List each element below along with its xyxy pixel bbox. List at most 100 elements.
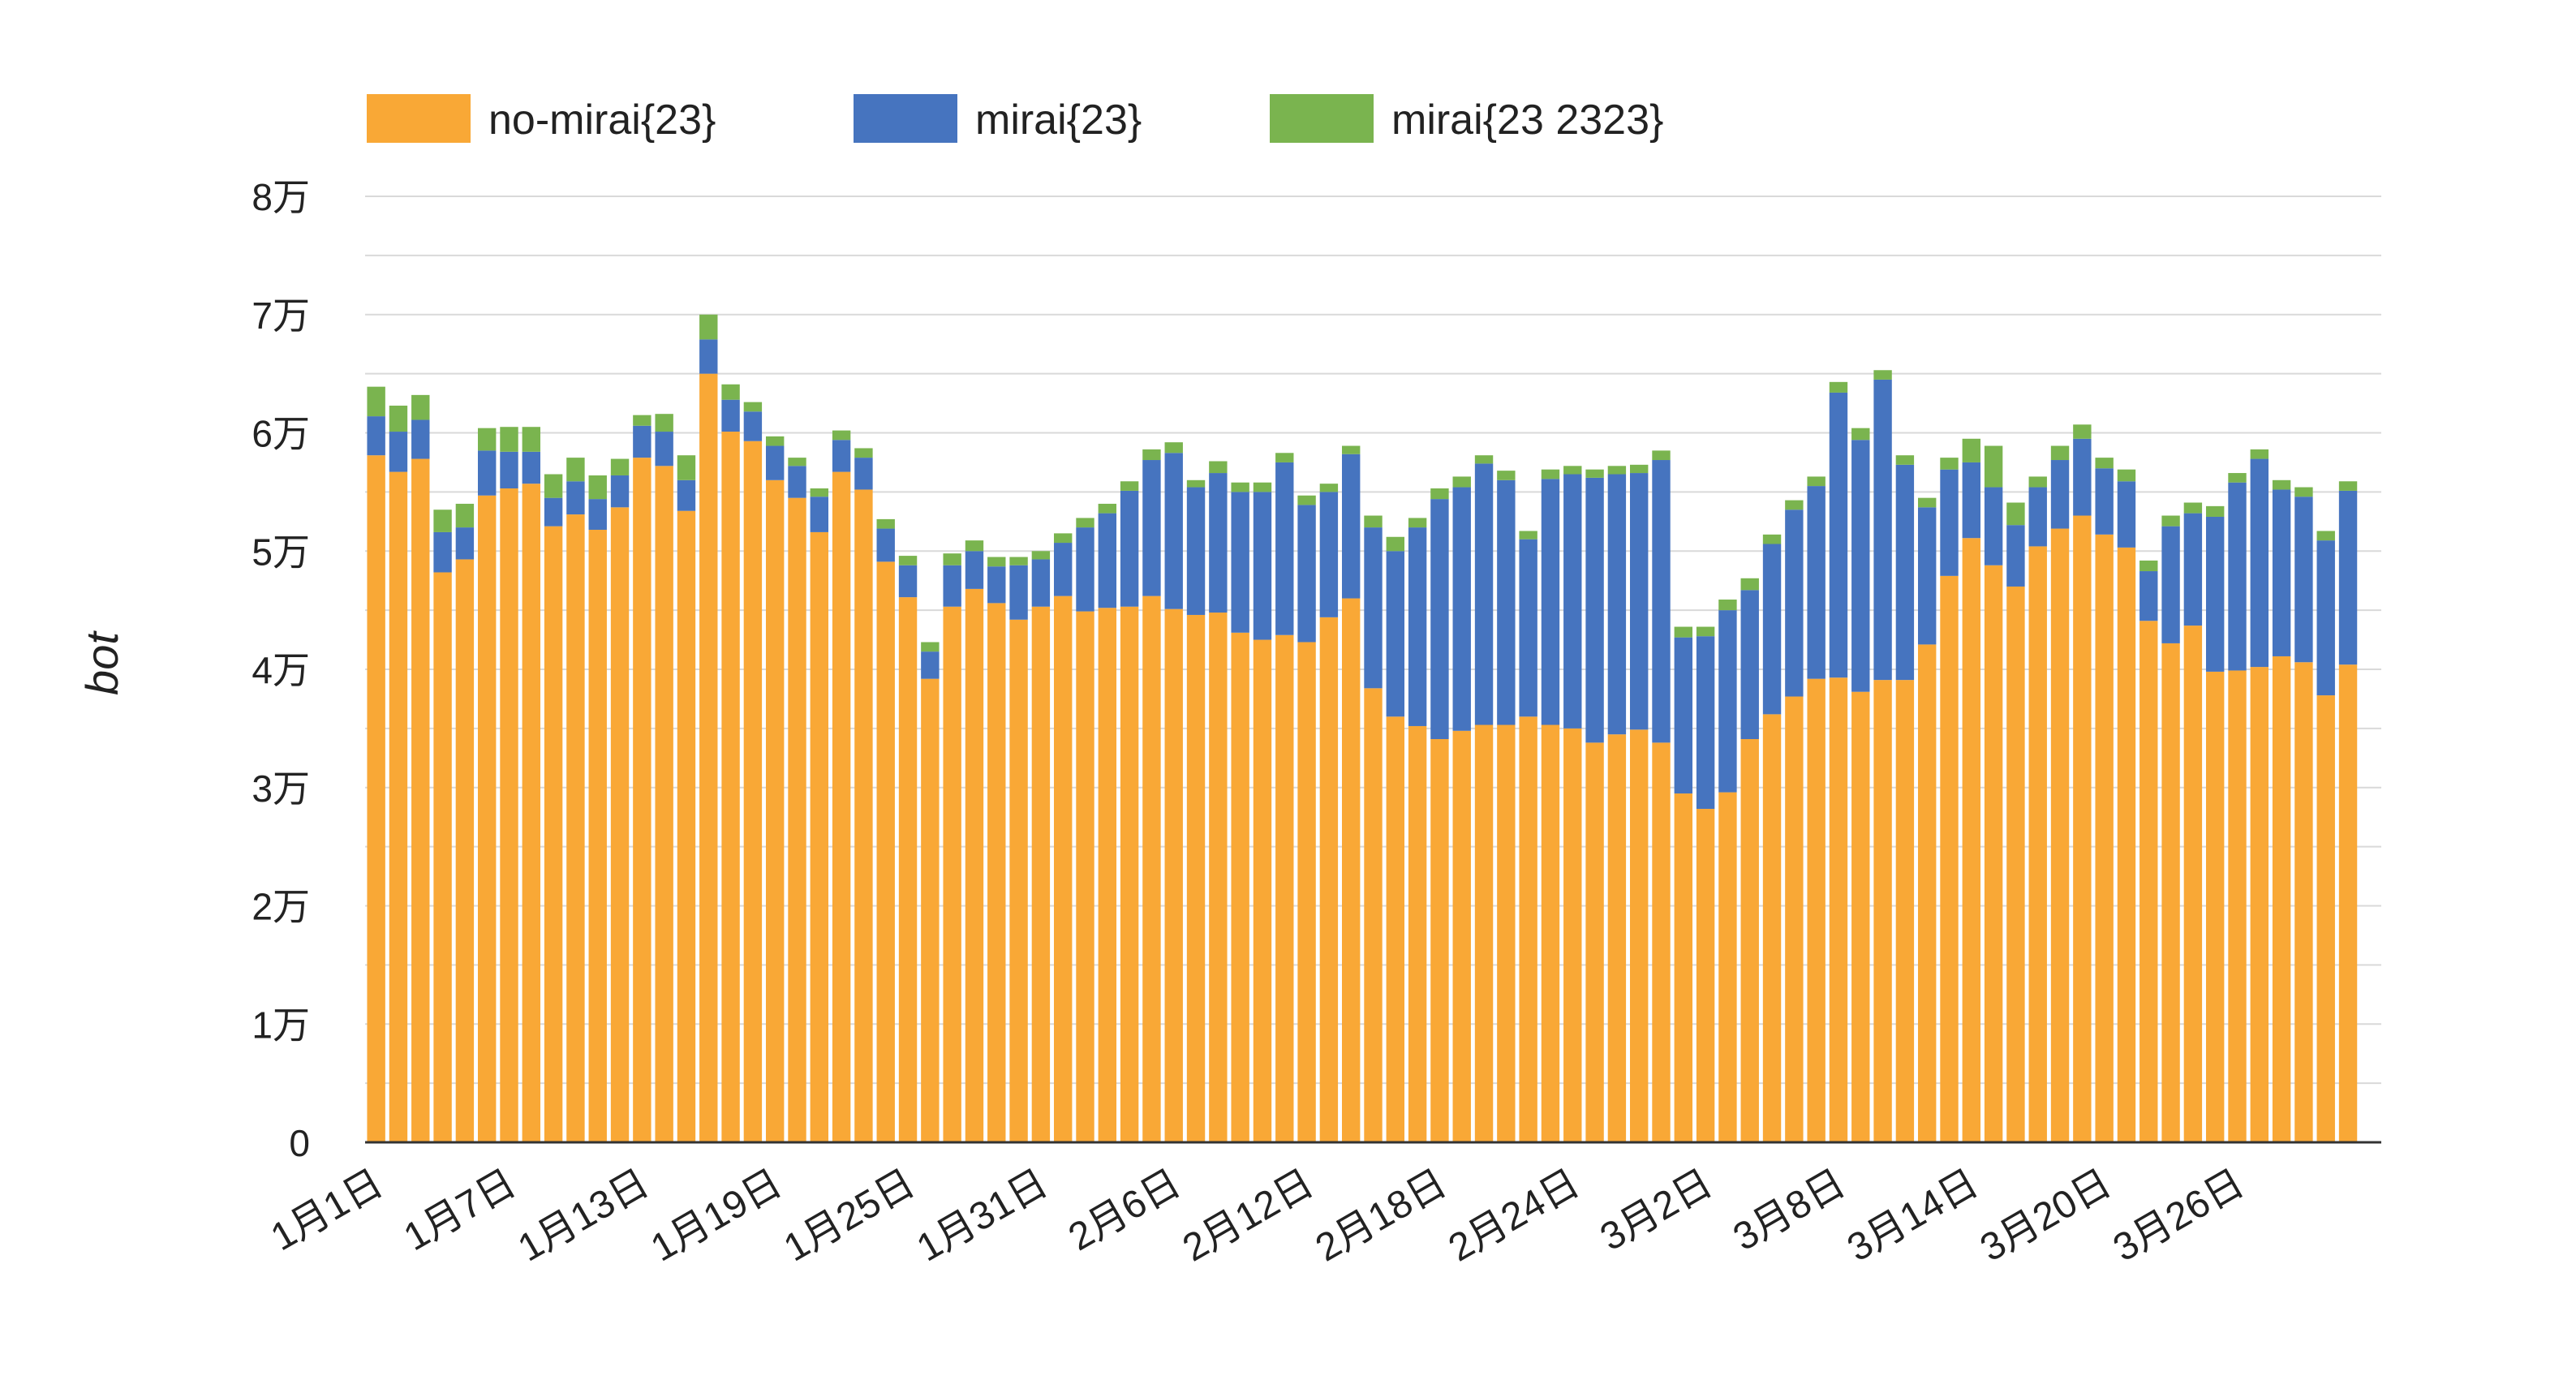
bar-mirai-2323 bbox=[677, 455, 696, 480]
bar-mirai-2323 bbox=[1873, 370, 1892, 380]
bar-no-mirai bbox=[1275, 634, 1294, 1142]
bar-mirai bbox=[500, 451, 518, 489]
bar-mirai bbox=[2139, 571, 2158, 621]
bar-mirai-2323 bbox=[1076, 518, 1094, 528]
bar-mirai-2323 bbox=[566, 458, 585, 482]
bar-no-mirai bbox=[477, 495, 497, 1142]
bar-no-mirai bbox=[2161, 643, 2180, 1142]
bar-mirai bbox=[2028, 487, 2047, 547]
bar-mirai bbox=[1009, 565, 1028, 620]
bar-mirai bbox=[2117, 481, 2136, 548]
bar-mirai-2323 bbox=[1829, 381, 1848, 393]
bar-mirai-2323 bbox=[2228, 473, 2247, 483]
bar-mirai bbox=[1053, 543, 1073, 596]
bar-no-mirai bbox=[876, 561, 895, 1142]
bar-mirai bbox=[1607, 474, 1627, 735]
bar-mirai-2323 bbox=[433, 509, 452, 532]
legend-swatch-mirai-2323 bbox=[1270, 94, 1374, 143]
bar-no-mirai bbox=[699, 373, 718, 1142]
bar-mirai-2323 bbox=[1430, 488, 1449, 500]
bar-mirai bbox=[1563, 474, 1582, 729]
bar-no-mirai bbox=[1076, 611, 1094, 1142]
bar-mirai bbox=[2205, 516, 2225, 672]
bar-mirai-2323 bbox=[1740, 578, 1759, 591]
bar-no-mirai bbox=[1895, 680, 1915, 1142]
bar-mirai bbox=[1386, 551, 1405, 717]
bar-mirai-2323 bbox=[943, 553, 961, 565]
bar-no-mirai bbox=[566, 514, 585, 1142]
x-tick-label: 2月24日 bbox=[1442, 1162, 1587, 1270]
bar-no-mirai bbox=[2095, 534, 2114, 1142]
bar-mirai bbox=[2338, 490, 2358, 665]
bar-mirai bbox=[1497, 479, 1516, 725]
bar-mirai-2323 bbox=[832, 430, 851, 441]
bar-mirai-2323 bbox=[655, 414, 673, 432]
bar-mirai bbox=[1585, 477, 1604, 743]
legend-swatch-no-mirai bbox=[367, 94, 471, 143]
bar-no-mirai bbox=[588, 530, 607, 1142]
bar-no-mirai bbox=[921, 678, 940, 1142]
bar-mirai-2323 bbox=[1452, 476, 1471, 488]
bar-mirai bbox=[1785, 509, 1804, 697]
bar-mirai bbox=[2095, 468, 2114, 535]
bar-mirai-2323 bbox=[1807, 476, 1826, 487]
bar-mirai-2323 bbox=[455, 503, 475, 528]
bar-mirai bbox=[2050, 460, 2070, 529]
bar-mirai-2323 bbox=[1851, 428, 1870, 441]
bar-mirai-2323 bbox=[854, 448, 873, 458]
y-tick-label: 3万 bbox=[252, 767, 310, 810]
bar-no-mirai bbox=[1541, 724, 1560, 1142]
bar-no-mirai bbox=[522, 484, 541, 1142]
bar-mirai-2323 bbox=[1120, 481, 1139, 491]
bar-mirai bbox=[743, 411, 763, 441]
bar-mirai bbox=[1120, 490, 1139, 607]
bar-mirai-2323 bbox=[965, 540, 984, 552]
bar-no-mirai bbox=[943, 606, 961, 1142]
bar-mirai bbox=[2073, 438, 2092, 516]
bar-mirai bbox=[1164, 453, 1183, 609]
bar-mirai-2323 bbox=[477, 428, 497, 451]
x-tick-label: 3月2日 bbox=[1593, 1162, 1720, 1260]
bar-mirai bbox=[854, 458, 873, 490]
bar-no-mirai bbox=[743, 441, 763, 1142]
bar-no-mirai bbox=[1585, 742, 1604, 1142]
bar-mirai-2323 bbox=[1785, 500, 1804, 510]
bar-no-mirai bbox=[2006, 586, 2025, 1142]
bar-no-mirai bbox=[1718, 792, 1737, 1142]
bar-mirai bbox=[455, 527, 475, 560]
bar-mirai bbox=[1873, 379, 1892, 681]
bar-no-mirai bbox=[898, 597, 918, 1142]
bar-mirai bbox=[1541, 479, 1560, 725]
y-tick-label: 7万 bbox=[252, 295, 310, 337]
bar-mirai bbox=[1696, 636, 1715, 809]
bar-no-mirai bbox=[1807, 678, 1826, 1142]
bar-no-mirai bbox=[2272, 656, 2291, 1142]
bar-no-mirai bbox=[1917, 644, 1937, 1142]
bar-mirai-2323 bbox=[2050, 445, 2070, 461]
bar-no-mirai bbox=[2050, 528, 2070, 1142]
bar-mirai bbox=[1917, 507, 1937, 645]
bar-mirai bbox=[1253, 492, 1272, 640]
x-tick-label: 1月1日 bbox=[264, 1162, 390, 1260]
bar-mirai bbox=[2272, 489, 2291, 656]
bar-no-mirai bbox=[1607, 734, 1627, 1142]
x-tick-label: 1月13日 bbox=[511, 1162, 656, 1270]
bar-mirai bbox=[2183, 513, 2203, 626]
x-tick-label: 1月19日 bbox=[644, 1162, 789, 1270]
bar-mirai-2323 bbox=[1895, 455, 1915, 465]
bar-mirai-2323 bbox=[1585, 469, 1604, 478]
bar-mirai-2323 bbox=[2205, 505, 2225, 517]
bar-no-mirai bbox=[455, 559, 475, 1142]
bar-mirai-2323 bbox=[1762, 534, 1782, 544]
y-tick-label: 0 bbox=[289, 1122, 310, 1164]
bar-no-mirai bbox=[1674, 793, 1693, 1142]
bar-no-mirai bbox=[1408, 725, 1427, 1142]
bar-mirai bbox=[367, 416, 385, 456]
bar-mirai bbox=[433, 531, 452, 573]
bar-mirai bbox=[1674, 637, 1693, 794]
bar-mirai-2323 bbox=[411, 394, 430, 420]
bar-mirai bbox=[765, 445, 785, 480]
bar-no-mirai bbox=[1430, 738, 1449, 1142]
bar-no-mirai bbox=[655, 466, 673, 1142]
bar-mirai bbox=[1231, 492, 1249, 633]
